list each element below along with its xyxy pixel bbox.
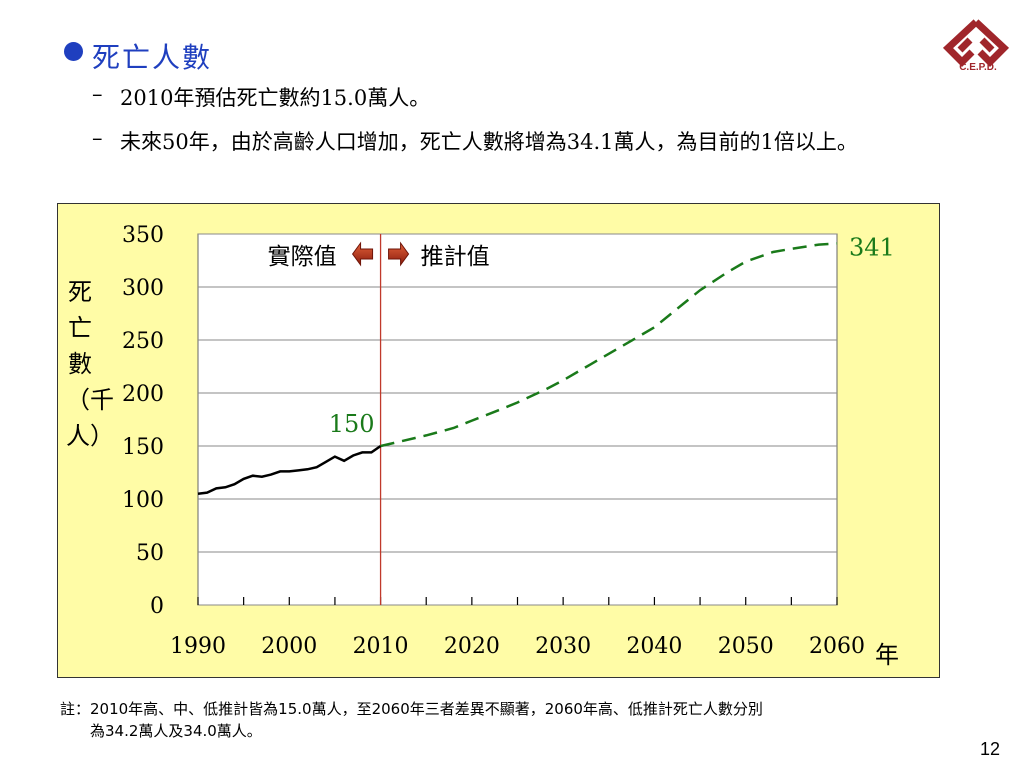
bullet-dot [64, 42, 83, 61]
y-tick-label: 200 [122, 382, 164, 407]
data-label-2010: 150 [329, 410, 375, 438]
plot-area [197, 233, 838, 606]
page-number: 12 [979, 739, 1000, 759]
x-tick-label: 2010 [353, 634, 409, 659]
logo-caption: C.E.P.D. [959, 62, 997, 73]
projected-series-line [380, 242, 838, 448]
cepd-logo-icon [942, 19, 1010, 67]
legend-actual-label: 實際值 [268, 244, 337, 270]
legend-projected-label: 推計值 [421, 244, 490, 270]
x-tick-label: 2000 [261, 634, 317, 659]
right-arrow-icon [388, 241, 410, 267]
x-tick-label: 2040 [626, 634, 682, 659]
y-tick-label: 350 [122, 223, 164, 248]
left-arrow-icon [351, 241, 374, 267]
footnote: 註：2010年高、中、低推計皆為15.0萬人，至2060年三者差異不顯著，206… [60, 698, 980, 742]
bullet-dash-2: – [92, 126, 103, 150]
y-tick-label: 250 [122, 329, 164, 354]
x-tick-label: 2050 [718, 634, 774, 659]
x-tick-label: 2020 [444, 634, 500, 659]
y-tick-label: 100 [122, 488, 164, 513]
bullet-dash-1: – [92, 82, 103, 106]
y-axis-title: 死亡數（千人） [66, 278, 114, 450]
actual-series-line [197, 444, 382, 495]
slide-heading: 死亡人數 [92, 41, 213, 74]
data-label-2060: 341 [849, 234, 895, 262]
x-axis-unit: 年 [875, 641, 899, 669]
bullet-text-1: 2010年預估死亡數約15.0萬人。 [120, 86, 431, 110]
bullet-text-2: 未來50年，由於高齡人口增加，死亡人數將增為34.1萬人，為目前的1倍以上。 [120, 130, 858, 154]
y-tick-label: 0 [150, 594, 164, 619]
footnote-line-2: 為34.2萬人及34.0萬人。 [90, 722, 262, 740]
x-tick-label: 2030 [535, 634, 591, 659]
y-tick-label: 300 [122, 276, 164, 301]
footnote-line-1: 註：2010年高、中、低推計皆為15.0萬人，至2060年三者差異不顯著，206… [60, 700, 763, 718]
x-tick-label: 1990 [170, 634, 226, 659]
x-tick-label: 2060 [809, 634, 865, 659]
y-tick-label: 50 [136, 541, 164, 566]
y-tick-label: 150 [122, 435, 164, 460]
